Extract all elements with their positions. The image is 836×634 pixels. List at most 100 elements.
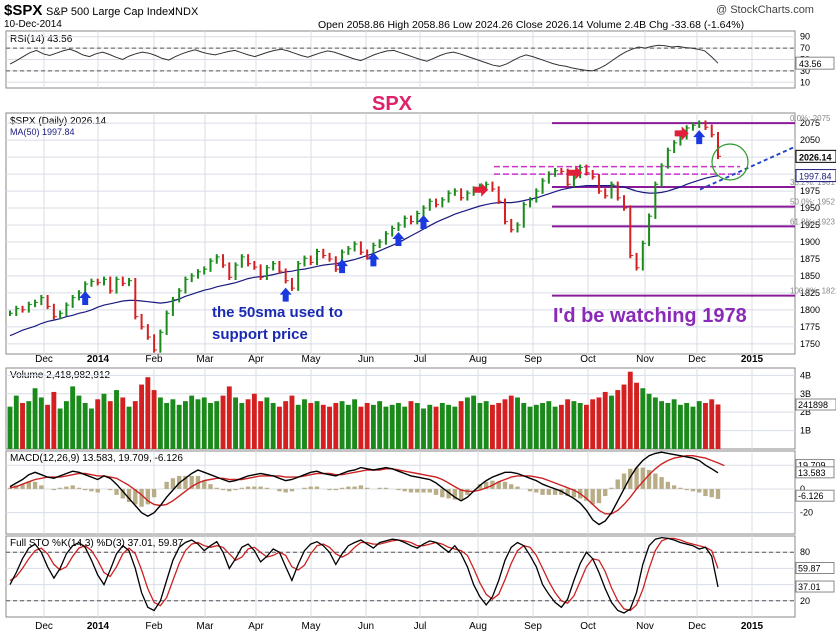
volume-bar [208, 402, 213, 449]
volume-bar [239, 402, 245, 449]
macd-histogram-bar [640, 467, 646, 489]
volume-bar [546, 401, 552, 449]
volume-bar [126, 406, 132, 449]
macd-histogram-bar [527, 488, 533, 492]
fib-level-label: 61.8%: 1923 [790, 217, 835, 226]
blue-up-arrow [79, 291, 92, 306]
sto-last-value-box [795, 580, 835, 593]
month-label: Apr [248, 354, 264, 365]
macd-signal-line [9, 455, 725, 515]
volume-bar [95, 399, 101, 449]
month-label: Dec [35, 621, 53, 632]
sto-last-value-box [795, 562, 835, 575]
macd-histogram-bar [446, 488, 451, 499]
volume-bar [439, 402, 445, 449]
macd-histogram-bar [452, 488, 458, 500]
macd-histogram-bar [571, 488, 577, 498]
month-label: May [302, 621, 321, 632]
blue-up-arrow [367, 252, 380, 267]
volume-bar [201, 397, 207, 449]
month-label: Apr [248, 621, 264, 632]
macd-histogram-bar [509, 484, 514, 489]
macd-histogram-bar [139, 488, 144, 507]
volume-bar [521, 402, 527, 449]
fib-level-label: 0.0%: 2075 [790, 114, 831, 123]
volume-bar [38, 397, 44, 449]
month-label: Sep [524, 621, 542, 632]
volume-bar [226, 386, 232, 449]
macd-histogram-bar [690, 488, 696, 492]
macd-histogram-bar [114, 488, 119, 495]
volume-bar [377, 401, 383, 449]
month-label: 2015 [741, 354, 764, 365]
macd-histogram-bar [440, 488, 445, 498]
volume-bar [540, 402, 546, 449]
month-label: Dec [35, 354, 53, 365]
month-label: 2015 [741, 621, 764, 632]
volume-bar [89, 408, 94, 449]
volume-bar [13, 395, 19, 449]
macd-histogram-bar [189, 475, 194, 489]
macd-histogram-bar [415, 488, 420, 493]
macd-histogram-bar [151, 488, 157, 498]
volume-bar [383, 406, 389, 449]
volume-bar [76, 395, 82, 449]
volume-bar [233, 397, 238, 449]
sto-last-value: 59.87 [798, 564, 821, 574]
macd-histogram-bar [396, 488, 401, 491]
month-label: Oct [580, 621, 596, 632]
volume-bar [107, 401, 113, 449]
month-label: Mar [196, 354, 214, 365]
macd-histogram-bar [540, 488, 545, 495]
volume-bar [571, 401, 577, 449]
volume-bar [114, 390, 119, 449]
volume-bar [251, 393, 257, 449]
macd-histogram-bar [239, 487, 245, 489]
macd-histogram-bar [82, 488, 88, 491]
rsi-tick-label: 90 [800, 32, 810, 42]
volume-bar [684, 402, 690, 449]
symbol-title: $SPX [4, 2, 43, 19]
macd-histogram-bar [590, 488, 595, 505]
macd-last-value-box [795, 489, 835, 502]
macd-histogram-bar [421, 488, 426, 493]
macd-histogram-bar [70, 485, 75, 489]
macd-histogram-bar [377, 487, 382, 489]
macd-histogram-bar [709, 488, 714, 498]
rsi-tick-label: 10 [800, 77, 810, 87]
volume-bar [157, 397, 163, 449]
macd-histogram-bar [628, 468, 633, 489]
month-label: Feb [145, 354, 163, 365]
volume-bar [502, 399, 508, 449]
sto-k-line [9, 536, 719, 614]
macd-histogram-bar [402, 488, 407, 492]
macd-histogram-bar [603, 488, 608, 497]
macd-title: MACD(12,26,9) 13.583, 19.709, -6.126 [10, 453, 183, 464]
macd-histogram-bar [678, 487, 683, 489]
volume-bar [132, 401, 138, 449]
ma50-line [9, 175, 719, 337]
volume-bar [182, 401, 188, 449]
rsi-line [9, 44, 719, 72]
volume-bar [82, 402, 88, 449]
volume-bar [577, 402, 583, 449]
volume-bar [302, 399, 307, 449]
volume-bar [652, 397, 658, 449]
macd-histogram-bar [302, 487, 307, 489]
macd-histogram-bar [170, 478, 176, 489]
volume-bar [665, 402, 671, 449]
volume-bar [602, 391, 608, 449]
price-tick-label: 1775 [800, 322, 820, 332]
macd-histogram-bar [76, 487, 82, 489]
month-label: Mar [196, 621, 214, 632]
volume-bar [245, 399, 251, 449]
volume-tick-label: 4B [800, 370, 811, 380]
blue-up-arrow [417, 214, 430, 229]
macd-histogram-bar [7, 487, 13, 489]
macd-histogram-bar [327, 488, 332, 491]
red-right-arrow [568, 165, 583, 180]
macd-histogram-bar [51, 488, 57, 491]
volume-bar [427, 404, 433, 449]
fib-level-label: 100.0%: 1821 [790, 287, 836, 296]
